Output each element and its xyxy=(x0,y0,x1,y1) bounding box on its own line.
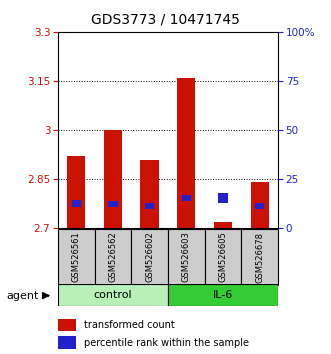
Text: GSM526605: GSM526605 xyxy=(218,232,227,282)
Bar xyxy=(251,183,269,228)
Bar xyxy=(214,222,232,228)
Bar xyxy=(182,195,191,201)
Bar xyxy=(168,229,205,285)
Bar xyxy=(205,229,241,285)
Bar xyxy=(72,200,81,207)
Text: percentile rank within the sample: percentile rank within the sample xyxy=(84,338,249,348)
Bar xyxy=(58,319,75,331)
Bar xyxy=(145,203,154,209)
Text: GSM526678: GSM526678 xyxy=(255,232,264,282)
Text: transformed count: transformed count xyxy=(84,320,175,330)
Text: agent: agent xyxy=(7,291,39,301)
Bar xyxy=(108,201,118,207)
Bar xyxy=(255,203,264,209)
Bar xyxy=(241,229,278,285)
Text: GSM526603: GSM526603 xyxy=(182,232,191,282)
Bar xyxy=(168,284,278,306)
Bar xyxy=(218,193,228,203)
Text: GSM526602: GSM526602 xyxy=(145,232,154,282)
Text: GDS3773 / 10471745: GDS3773 / 10471745 xyxy=(91,12,240,27)
Text: GSM526562: GSM526562 xyxy=(109,232,118,282)
Bar xyxy=(58,284,168,306)
Bar xyxy=(58,336,75,349)
Text: IL-6: IL-6 xyxy=(213,290,233,300)
Bar xyxy=(131,229,168,285)
Bar xyxy=(58,229,95,285)
Bar xyxy=(140,160,159,228)
Bar xyxy=(104,130,122,228)
Text: control: control xyxy=(94,290,132,300)
Text: GSM526561: GSM526561 xyxy=(72,232,81,282)
Bar xyxy=(67,156,85,228)
Bar xyxy=(95,229,131,285)
Bar xyxy=(177,78,196,228)
